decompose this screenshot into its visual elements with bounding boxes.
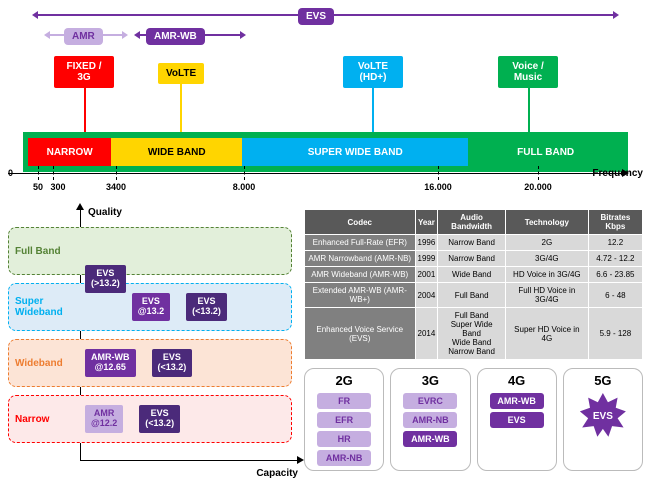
table-cell: 2G <box>505 235 588 251</box>
gen-title: 5G <box>594 373 611 388</box>
table-cell: 1999 <box>415 251 438 267</box>
tick-20000: 20.000 <box>524 182 552 192</box>
table-cell: Full HD Voice in 3G/4G <box>505 283 588 308</box>
gen-item: AMR-WB <box>490 393 544 409</box>
table-header: Year <box>415 210 438 235</box>
table-cell: Full Band Super Wide Band Wide Band Narr… <box>438 308 506 360</box>
gen-box-2g: 2G FR EFR HR AMR-NB <box>304 368 384 471</box>
gen-item: EFR <box>317 412 371 428</box>
gen-item: EVRC <box>403 393 457 409</box>
codec-box: EVS@13.2 <box>132 293 170 321</box>
gen-item: FR <box>317 393 371 409</box>
lane-super-wideband: Super WidebandEVS(>13.2)EVS@13.2EVS(<13.… <box>8 283 292 331</box>
codec-box: AMR@12.2 <box>85 405 123 433</box>
table-cell: Enhanced Voice Service (EVS) <box>305 308 416 360</box>
gen-item: AMR-NB <box>317 450 371 466</box>
band-superwide: SUPER WIDE BAND <box>242 138 468 166</box>
table-cell: Super HD Voice in 4G <box>505 308 588 360</box>
zero-label: 0 <box>8 168 13 178</box>
table-cell: Full Band <box>438 283 506 308</box>
amrwb-pill: AMR-WB <box>146 28 205 45</box>
table-cell: Narrow Band <box>438 235 506 251</box>
capacity-axis-label: Capacity <box>256 468 298 479</box>
lane-narrow: Narrow AMR@12.2 EVS(<13.2) <box>8 395 292 443</box>
frequency-diagram: EVS AMR AMR-WB FIXED / 3G VoLTE VoLTE (H… <box>8 8 643 203</box>
lane-label: Full Band <box>9 246 75 257</box>
frequency-axis <box>8 173 623 174</box>
gen-title: 4G <box>508 373 525 388</box>
codec-box: EVS(<13.2) <box>186 293 227 321</box>
codec-table: CodecYearAudio BandwidthTechnologyBitrat… <box>304 209 643 360</box>
gen-box-3g: 3G EVRC AMR-NB AMR-WB <box>390 368 470 471</box>
voice-music-box: Voice / Music <box>498 56 558 88</box>
table-cell: 1996 <box>415 235 438 251</box>
gen-item: HR <box>317 431 371 447</box>
table-header: Codec <box>305 210 416 235</box>
gen-item: EVS <box>490 412 544 428</box>
table-cell: AMR Wideband (AMR-WB) <box>305 267 416 283</box>
table-cell: Enhanced Full-Rate (EFR) <box>305 235 416 251</box>
gen-title: 2G <box>335 373 352 388</box>
table-cell: 2004 <box>415 283 438 308</box>
codec-box: EVS(<13.2) <box>152 349 193 377</box>
amr-pill: AMR <box>64 28 103 45</box>
fixed-3g-box: FIXED / 3G <box>54 56 114 88</box>
table-cell: 12.2 <box>588 235 642 251</box>
table-cell: Wide Band <box>438 267 506 283</box>
tick-3400: 3400 <box>106 182 126 192</box>
table-row: AMR Narrowband (AMR-NB)1999Narrow Band3G… <box>305 251 643 267</box>
lane-wideband: Wideband AMR-WB@12.65 EVS(<13.2) <box>8 339 292 387</box>
quality-capacity-chart: Quality Capacity Full Band Super Wideband… <box>8 209 298 479</box>
tick-16000: 16.000 <box>424 182 452 192</box>
table-cell: AMR Narrowband (AMR-NB) <box>305 251 416 267</box>
band-full: FULL BAND <box>468 138 623 166</box>
evs-star-icon: EVS <box>580 393 626 439</box>
gen-title: 3G <box>422 373 439 388</box>
table-row: AMR Wideband (AMR-WB)2001Wide BandHD Voi… <box>305 267 643 283</box>
table-cell: Extended AMR-WB (AMR-WB+) <box>305 283 416 308</box>
tick-8000: 8.000 <box>233 182 256 192</box>
table-header: Technology <box>505 210 588 235</box>
table-cell: 2014 <box>415 308 438 360</box>
frequency-axis-label: Frequency <box>592 168 643 179</box>
codec-box: EVS(<13.2) <box>139 405 180 433</box>
band-narrow: NARROW <box>28 138 111 166</box>
evs-pill: EVS <box>298 8 334 25</box>
generation-row: 2G FR EFR HR AMR-NB 3G EVRC AMR-NB AMR-WB 4G AMR-W… <box>304 368 643 471</box>
table-cell: HD Voice in 3G/4G <box>505 267 588 283</box>
table-cell: 5.9 - 128 <box>588 308 642 360</box>
table-row: Enhanced Full-Rate (EFR)1996Narrow Band2… <box>305 235 643 251</box>
codec-box: EVS(>13.2) <box>85 265 126 293</box>
band-wide: WIDE BAND <box>111 138 242 166</box>
gen-box-4g: 4G AMR-WB EVS <box>477 368 557 471</box>
table-cell: 2001 <box>415 267 438 283</box>
lane-label: Narrow <box>9 414 75 425</box>
lane-label: Wideband <box>9 358 75 369</box>
volte-box: VoLTE <box>158 63 204 84</box>
codec-box: AMR-WB@12.65 <box>85 349 136 377</box>
table-cell: 3G/4G <box>505 251 588 267</box>
table-row: Extended AMR-WB (AMR-WB+)2004Full BandFu… <box>305 283 643 308</box>
band-bar: NARROW WIDE BAND SUPER WIDE BAND FULL BA… <box>28 138 623 166</box>
gen-item: AMR-WB <box>403 431 457 447</box>
table-cell: Narrow Band <box>438 251 506 267</box>
table-cell: 6.6 - 23.85 <box>588 267 642 283</box>
table-cell: 4.72 - 12.2 <box>588 251 642 267</box>
lane-label: Super Wideband <box>9 296 75 318</box>
table-header: Bitrates Kbps <box>588 210 642 235</box>
volte-hd-box: VoLTE (HD+) <box>343 56 403 88</box>
gen-box-5g: 5G EVS <box>563 368 643 471</box>
table-cell: 6 - 48 <box>588 283 642 308</box>
gen-item: AMR-NB <box>403 412 457 428</box>
tick-300: 300 <box>50 182 65 192</box>
table-header: Audio Bandwidth <box>438 210 506 235</box>
table-row: Enhanced Voice Service (EVS)2014Full Ban… <box>305 308 643 360</box>
quality-axis-label: Quality <box>88 207 122 218</box>
lane-full-band: Full Band <box>8 227 292 275</box>
tick-50: 50 <box>33 182 43 192</box>
